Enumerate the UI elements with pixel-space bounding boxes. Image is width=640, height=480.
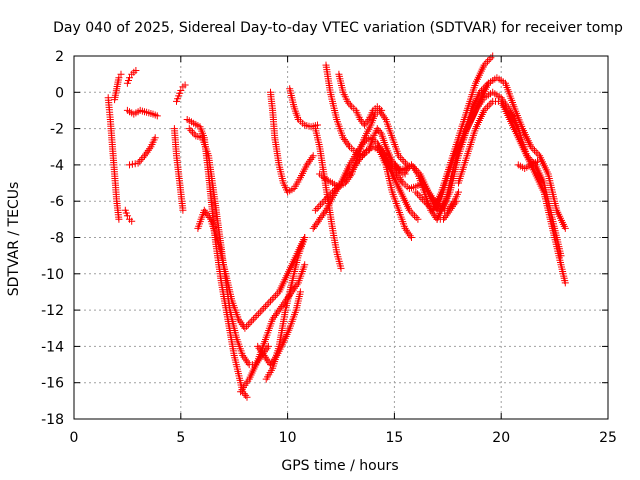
x-tick-label: 5 [176, 430, 185, 446]
x-axis-label: GPS time / hours [281, 458, 398, 474]
series-arc-11-12 [311, 125, 345, 272]
y-tick-label: -14 [41, 339, 64, 355]
data-point-markers [286, 85, 321, 131]
y-tick-label: 2 [55, 49, 64, 65]
data-point-markers [183, 116, 251, 401]
series-arc-early-3 [123, 67, 140, 87]
series-arc-12-14 [335, 70, 386, 129]
series-arc-5-8 [183, 116, 251, 401]
series-arc-16-20 [412, 52, 497, 214]
data-point-markers [185, 125, 272, 369]
series-arc-10-11 [286, 85, 321, 131]
grid-lines [74, 56, 608, 419]
data-point-markers [267, 88, 317, 196]
y-tick-label: -6 [50, 194, 64, 210]
y-tick-label: -18 [41, 412, 64, 428]
series-arc-9-12 [267, 88, 317, 196]
y-tick-label: -16 [41, 376, 64, 392]
series-arc-early-5 [126, 134, 159, 169]
x-axis-ticks: 0 5 10 15 20 25 [70, 56, 617, 446]
data-point-markers [170, 125, 187, 214]
y-axis-ticks: -18 -16 -14 -12 -10 -8 -6 -4 -2 0 2 [41, 49, 608, 428]
data-marks [104, 52, 569, 401]
data-point-markers [121, 206, 136, 225]
series-arc-5h [170, 125, 187, 214]
series-arc-21-22 [514, 157, 541, 172]
data-point-markers [254, 288, 304, 369]
series-arc-early-6 [121, 206, 136, 225]
data-point-markers [412, 52, 497, 214]
series-arc-11-16b [311, 143, 415, 241]
data-point-markers [104, 94, 123, 223]
data-point-markers [123, 67, 140, 87]
y-tick-label: 0 [55, 85, 64, 101]
chart-title: Day 040 of 2025, Sidereal Day-to-day VTE… [53, 20, 623, 36]
y-tick-label: -2 [50, 122, 64, 138]
series-arc-early-4 [123, 106, 161, 120]
data-point-markers [311, 125, 345, 272]
y-tick-label: -4 [50, 158, 64, 174]
series-arc-early-1 [104, 94, 123, 223]
series-arc-5h-top [173, 81, 189, 105]
data-point-markers [514, 157, 541, 172]
data-point-markers [311, 143, 415, 241]
x-tick-label: 20 [492, 430, 510, 446]
data-point-markers [455, 97, 565, 260]
series-arc-9-10b [254, 288, 304, 369]
y-axis-label: SDTVAR / TECUs [6, 182, 22, 297]
data-point-markers [335, 70, 386, 129]
y-tick-label: -8 [50, 231, 64, 247]
series-arc-18-23c [455, 97, 565, 260]
x-tick-label: 10 [279, 430, 297, 446]
data-point-markers [173, 81, 189, 105]
series-arc-5-9 [185, 125, 272, 369]
data-point-markers [111, 70, 125, 104]
series-arc-early-2 [111, 70, 125, 104]
y-tick-label: -12 [41, 303, 64, 319]
x-tick-label: 15 [385, 430, 403, 446]
y-tick-label: -10 [41, 267, 64, 283]
x-tick-label: 0 [70, 430, 79, 446]
data-point-markers [126, 134, 159, 169]
series-arc-6-11 [194, 206, 309, 332]
data-point-markers [194, 206, 309, 332]
x-tick-label: 25 [599, 430, 617, 446]
data-point-markers [123, 106, 161, 120]
